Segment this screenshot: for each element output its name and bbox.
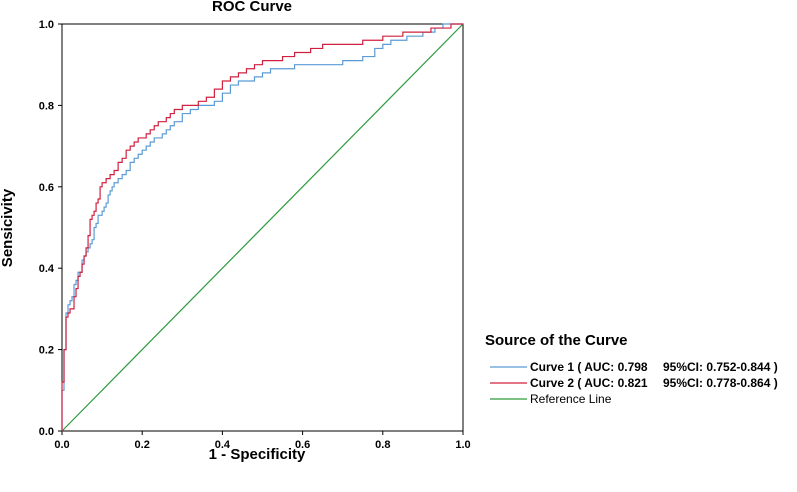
chart-title: ROC Curve [212,0,292,15]
y-tick-label: 0.8 [39,100,54,112]
legend-label-curve-1: Curve 1 ( AUC: 0.798 [530,360,648,374]
legend-label-reference-line: Reference Line [530,392,612,406]
x-tick-label: 0.0 [54,439,69,451]
x-tick-label: 0.6 [295,439,310,451]
x-tick-label: 0.8 [375,439,390,451]
series-line-curve-1 [61,23,463,431]
axis-ticks: 0.0 0.2 0.4 0.6 0.8 1.0 0.0 0.2 0.4 0.6 0.8 1.0 [39,19,471,451]
y-tick-label: 1.0 [39,19,54,31]
x-tick-label: 1.0 [455,439,470,451]
y-tick-label: 0.2 [39,345,54,357]
legend-ci-curve-2: 95%CI: 0.778-0.864 ) [663,376,778,390]
legend-title: Source of the Curve [485,332,628,349]
series-layer [61,23,464,432]
y-tick-label: 0.0 [39,426,54,438]
legend-ci-curve-1: 95%CI: 0.752-0.844 ) [663,360,778,374]
x-tick-label: 0.2 [135,439,150,451]
y-tick-label: 0.6 [39,182,54,194]
y-tick-label: 0.4 [39,263,55,275]
x-tick-label: 0.4 [215,439,231,451]
series-line-reference-line [61,23,464,432]
series-line-curve-2 [61,23,463,431]
plot-frame [61,23,464,432]
y-axis-title: Sensicivity [0,188,16,267]
legend: Source of the Curve Curve 1 ( AUC: 0.798… [485,332,778,406]
x-axis-title: 1 - Specificity [209,446,306,463]
legend-label-curve-2: Curve 2 ( AUC: 0.821 [530,376,648,390]
